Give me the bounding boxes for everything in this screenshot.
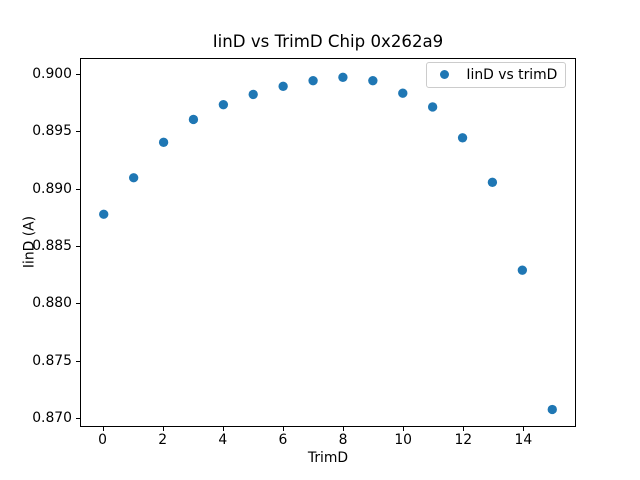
y-tick-mark bbox=[76, 73, 80, 75]
x-tick-label: 0 bbox=[98, 431, 107, 448]
scatter-point bbox=[368, 75, 378, 85]
scatter-point bbox=[517, 265, 528, 275]
x-tick-label: 10 bbox=[394, 431, 413, 448]
legend-label: IinD vs trimD bbox=[466, 66, 558, 83]
scatter-point bbox=[218, 99, 229, 109]
scatter-plot bbox=[99, 72, 557, 414]
y-tick-mark bbox=[76, 360, 80, 362]
y-tick-label: 0.880 bbox=[32, 295, 72, 312]
y-tick-label: 0.885 bbox=[32, 237, 72, 254]
y-tick-mark bbox=[76, 131, 80, 133]
x-tick-label: 6 bbox=[278, 431, 288, 448]
y-tick-label: 0.890 bbox=[32, 180, 72, 197]
legend: IinD vs trimD bbox=[426, 61, 566, 88]
x-tick-label: 4 bbox=[218, 431, 228, 448]
y-tick-label: 0.895 bbox=[32, 123, 72, 140]
scatter-point bbox=[457, 132, 468, 143]
x-tick-mark bbox=[463, 427, 465, 432]
scatter-point bbox=[278, 81, 288, 91]
y-tick-label: 0.900 bbox=[32, 65, 72, 82]
chart-title: IinD vs TrimD Chip 0x262a9 bbox=[212, 32, 444, 51]
y-tick-mark bbox=[76, 418, 80, 419]
plot-area bbox=[80, 57, 576, 428]
scatter-point bbox=[547, 404, 557, 414]
x-tick-mark bbox=[523, 427, 525, 432]
legend-marker-icon bbox=[440, 69, 450, 80]
x-tick-label: 2 bbox=[158, 431, 168, 448]
y-tick-label: 0.870 bbox=[32, 410, 72, 426]
y-tick-label: 0.875 bbox=[32, 352, 72, 369]
scatter-point bbox=[158, 137, 169, 147]
x-tick-mark bbox=[222, 427, 224, 432]
x-tick-label: 8 bbox=[338, 431, 348, 448]
scatter-point bbox=[427, 101, 438, 112]
scatter-point bbox=[188, 114, 199, 124]
x-tick-mark bbox=[343, 427, 344, 432]
scatter-point bbox=[338, 72, 348, 82]
scatter-point bbox=[128, 172, 139, 183]
scatter-point bbox=[248, 89, 258, 99]
y-tick-mark bbox=[76, 245, 80, 247]
x-tick-mark bbox=[403, 427, 405, 432]
x-tick-label: 12 bbox=[454, 431, 473, 448]
x-tick-mark bbox=[102, 427, 104, 432]
x-tick-mark bbox=[162, 427, 164, 432]
scatter-point bbox=[398, 88, 408, 98]
scatter-point bbox=[487, 177, 498, 187]
scatter-point bbox=[99, 209, 109, 219]
y-tick-mark bbox=[76, 303, 80, 305]
y-tick-mark bbox=[76, 188, 80, 190]
x-tick-label: 14 bbox=[514, 431, 533, 448]
x-tick-mark bbox=[282, 427, 284, 432]
x-axis-label: TrimD bbox=[307, 450, 349, 466]
scatter-point bbox=[308, 75, 318, 85]
